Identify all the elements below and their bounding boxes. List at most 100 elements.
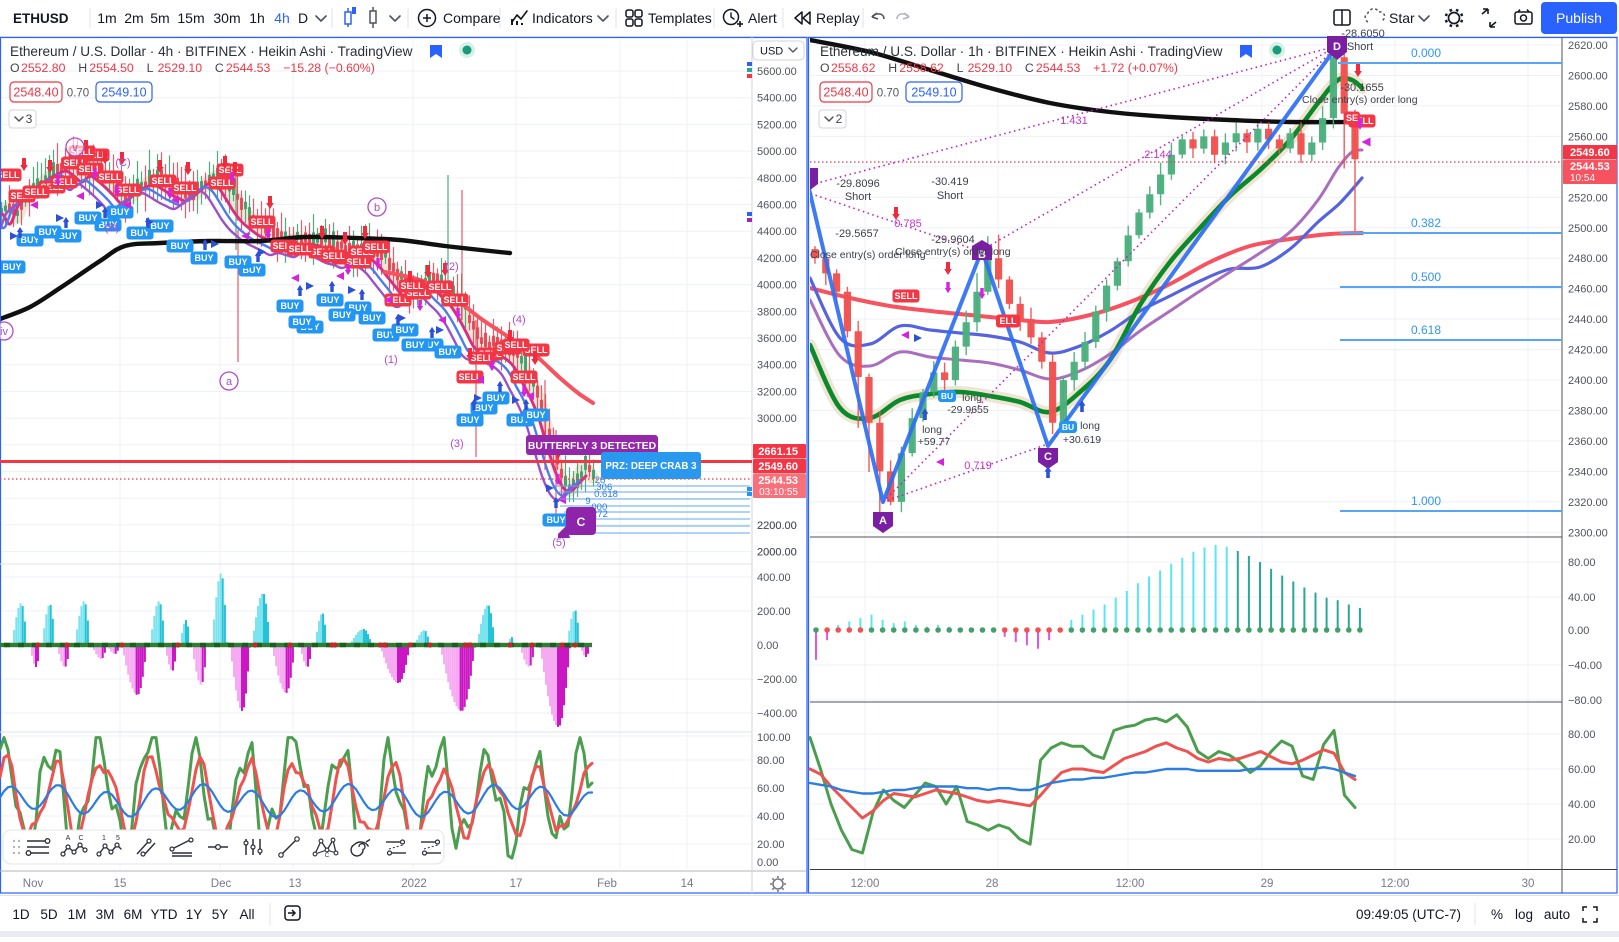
svg-text:-29.9604: -29.9604 bbox=[931, 234, 974, 246]
svg-text:3800.00: 3800.00 bbox=[757, 306, 797, 318]
svg-text:2.144: 2.144 bbox=[1144, 149, 1172, 161]
svg-text:SELL: SELL bbox=[386, 295, 410, 305]
svg-text:BUY: BUY bbox=[546, 515, 565, 525]
svg-text:2380.00: 2380.00 bbox=[1568, 406, 1608, 418]
svg-text:C: C bbox=[1025, 61, 1034, 75]
svg-text:BUY: BUY bbox=[405, 340, 424, 350]
svg-text:C: C bbox=[325, 853, 330, 859]
svg-text:BUY: BUY bbox=[110, 207, 129, 217]
svg-text:10:54: 10:54 bbox=[1570, 173, 1595, 184]
svg-text:(5): (5) bbox=[552, 537, 565, 549]
svg-text:20.00: 20.00 bbox=[757, 839, 785, 851]
svg-text:BUY: BUY bbox=[486, 393, 505, 403]
svg-text:BUY: BUY bbox=[376, 330, 395, 340]
svg-text:0.70: 0.70 bbox=[67, 88, 89, 100]
svg-text:(C): (C) bbox=[115, 157, 130, 169]
svg-text:2558.62: 2558.62 bbox=[899, 61, 944, 75]
svg-text:SELL: SELL bbox=[346, 257, 370, 267]
svg-text:Compare: Compare bbox=[443, 10, 501, 26]
svg-text:BU: BU bbox=[1062, 422, 1074, 432]
svg-text:2548.40: 2548.40 bbox=[823, 86, 868, 100]
svg-text:BUY: BUY bbox=[420, 340, 439, 350]
svg-text:BUY: BUY bbox=[292, 317, 311, 327]
svg-text:ELL: ELL bbox=[1000, 316, 1018, 326]
svg-text:0.70: 0.70 bbox=[877, 88, 899, 100]
svg-text:2554.50: 2554.50 bbox=[89, 61, 134, 75]
svg-text:1Y: 1Y bbox=[186, 907, 203, 922]
svg-text:2022: 2022 bbox=[401, 878, 427, 890]
svg-text:Dec: Dec bbox=[211, 878, 232, 890]
svg-text:80.00: 80.00 bbox=[1568, 729, 1596, 741]
svg-text:200.00: 200.00 bbox=[757, 606, 791, 618]
svg-text:YTD: YTD bbox=[151, 907, 178, 922]
svg-text:C: C bbox=[577, 515, 586, 529]
svg-text:+1.72 (+0.07%): +1.72 (+0.07%) bbox=[1093, 61, 1178, 75]
svg-text:40.00: 40.00 bbox=[1568, 592, 1596, 604]
svg-text:2460.00: 2460.00 bbox=[1568, 284, 1608, 296]
svg-text:BUY: BUY bbox=[78, 213, 97, 223]
svg-text:2m: 2m bbox=[124, 10, 143, 26]
svg-text:BUY: BUY bbox=[38, 227, 57, 237]
svg-text:a: a bbox=[226, 376, 233, 388]
svg-text:O: O bbox=[10, 61, 20, 75]
svg-text:0.00: 0.00 bbox=[757, 640, 778, 652]
svg-text:0.719: 0.719 bbox=[964, 460, 992, 472]
svg-text:2548.40: 2548.40 bbox=[13, 86, 58, 100]
svg-text:2340.00: 2340.00 bbox=[1568, 466, 1608, 478]
svg-text:28: 28 bbox=[595, 475, 606, 486]
svg-text:B: B bbox=[978, 249, 986, 261]
svg-text:BUY: BUY bbox=[194, 253, 213, 263]
svg-text:BUY: BUY bbox=[320, 295, 339, 305]
svg-text:SELL: SELL bbox=[322, 251, 346, 261]
svg-text:Short: Short bbox=[1347, 41, 1373, 53]
svg-text:2529.10: 2529.10 bbox=[158, 61, 203, 75]
svg-text:-30.1655: -30.1655 bbox=[1340, 82, 1383, 94]
svg-text:40.00: 40.00 bbox=[757, 811, 785, 823]
svg-text:2200.00: 2200.00 bbox=[757, 520, 797, 532]
svg-text:SELL: SELL bbox=[210, 178, 234, 188]
svg-text:0.000: 0.000 bbox=[1411, 46, 1441, 60]
svg-text:60.00: 60.00 bbox=[757, 783, 785, 795]
svg-text:15m: 15m bbox=[177, 10, 204, 26]
svg-text:09:49:05 (UTC-7): 09:49:05 (UTC-7) bbox=[1356, 907, 1461, 922]
svg-text:4h: 4h bbox=[274, 10, 290, 26]
svg-text:0.785: 0.785 bbox=[894, 218, 922, 230]
svg-text:SELL: SELL bbox=[250, 217, 274, 227]
svg-text:SELL: SELL bbox=[894, 291, 918, 301]
svg-text:BUY: BUY bbox=[395, 325, 414, 335]
svg-text:BUY: BUY bbox=[170, 241, 189, 251]
svg-text:60.00: 60.00 bbox=[1568, 764, 1596, 776]
svg-text:H: H bbox=[78, 61, 87, 75]
svg-text:PRZ: DEEP CRAB 3: PRZ: DEEP CRAB 3 bbox=[605, 461, 697, 472]
svg-text:SELL: SELL bbox=[98, 172, 122, 182]
svg-text:D: D bbox=[298, 10, 308, 26]
svg-text:SELL: SELL bbox=[1350, 116, 1374, 126]
svg-text:5Y: 5Y bbox=[212, 907, 229, 922]
svg-text:2558.62: 2558.62 bbox=[831, 61, 876, 75]
svg-text:12:00: 12:00 bbox=[851, 878, 880, 890]
svg-text:2320.00: 2320.00 bbox=[1568, 497, 1608, 509]
svg-text:SELL: SELL bbox=[288, 244, 312, 254]
svg-text:Ethereum / U.S. Dollar · 4h ·: Ethereum / U.S. Dollar · 4h · BITFINEX ·… bbox=[10, 44, 413, 59]
svg-text:0.618: 0.618 bbox=[594, 489, 618, 500]
svg-text:2529.10: 2529.10 bbox=[968, 61, 1013, 75]
svg-text:3: 3 bbox=[26, 112, 33, 126]
svg-text:2544.53: 2544.53 bbox=[1570, 161, 1610, 173]
svg-text:SELL: SELL bbox=[428, 282, 452, 292]
svg-text:b: b bbox=[374, 202, 380, 214]
svg-text:1: 1 bbox=[102, 835, 106, 842]
svg-text:Alert: Alert bbox=[748, 10, 777, 26]
svg-text:BUY: BUY bbox=[130, 228, 149, 238]
svg-text:+59.77: +59.77 bbox=[918, 436, 951, 448]
svg-text:L: L bbox=[147, 61, 154, 75]
svg-text:2520.00: 2520.00 bbox=[1568, 192, 1608, 204]
svg-text:4200.00: 4200.00 bbox=[757, 253, 797, 265]
svg-text:4400.00: 4400.00 bbox=[757, 226, 797, 238]
svg-text:SELL: SELL bbox=[350, 247, 374, 257]
svg-text:SE: SE bbox=[1346, 113, 1358, 123]
svg-text:SELL: SELL bbox=[400, 281, 424, 291]
svg-text:2560.00: 2560.00 bbox=[1568, 131, 1608, 143]
svg-text:2620.00: 2620.00 bbox=[1568, 40, 1608, 52]
svg-text:0.500: 0.500 bbox=[1411, 270, 1441, 284]
svg-text:Nov: Nov bbox=[23, 878, 44, 890]
